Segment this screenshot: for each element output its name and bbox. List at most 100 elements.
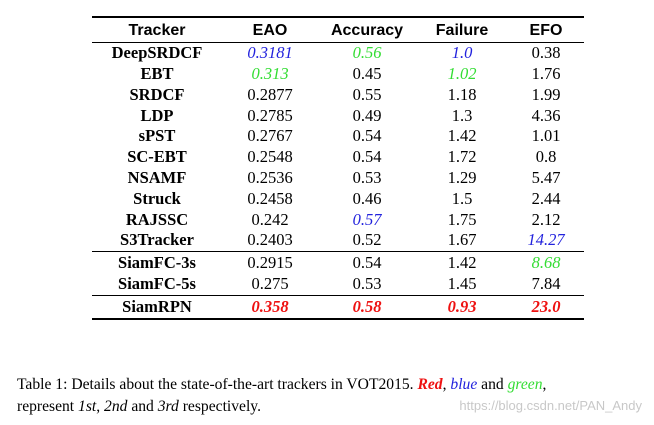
cell-accuracy: 0.54 bbox=[318, 147, 416, 168]
cell-tracker: NSAMF bbox=[127, 167, 187, 187]
header-eao: EAO bbox=[222, 16, 318, 43]
cell-tracker: sPST bbox=[138, 126, 176, 146]
cell-efo-value: 1.99 bbox=[531, 84, 561, 104]
caption-prefix: Table 1: Details about the state-of-the-… bbox=[17, 376, 418, 393]
cell-eao-value: 0.2877 bbox=[247, 84, 293, 104]
cell-accuracy-value: 0.49 bbox=[352, 105, 382, 125]
cell-efo-value: 7.84 bbox=[531, 273, 561, 293]
cell-failure-value: 1.42 bbox=[447, 253, 477, 273]
cell-tracker: DeepSRDCF bbox=[111, 43, 203, 63]
cell-eao: 0.3181 bbox=[222, 43, 318, 64]
watermark: https://blog.csdn.net/PAN_Andy bbox=[459, 398, 642, 413]
caption-red-word: Red bbox=[417, 376, 443, 393]
cell-eao: 0.2767 bbox=[222, 126, 318, 147]
cell-failure: 1.5 bbox=[416, 189, 508, 210]
table-header-row: Tracker EAO Accuracy Failure EFO bbox=[92, 16, 584, 43]
table-row: RAJSSC 0.242 0.57 1.75 2.12 bbox=[92, 209, 584, 230]
table-row: LDP 0.2785 0.49 1.3 4.36 bbox=[92, 105, 584, 126]
cell-accuracy-value: 0.52 bbox=[352, 230, 382, 250]
cell-accuracy-value: 0.56 bbox=[352, 43, 382, 63]
cell-efo-value: 2.44 bbox=[531, 188, 561, 208]
cell-failure: 1.42 bbox=[416, 126, 508, 147]
cell-failure: 1.18 bbox=[416, 85, 508, 106]
cell-efo: 1.99 bbox=[508, 85, 584, 106]
header-efo: EFO bbox=[508, 16, 584, 43]
cell-accuracy: 0.57 bbox=[318, 209, 416, 230]
table-body: DeepSRDCF 0.3181 0.56 1.0 0.38 EBT 0.313 0.45 1.… bbox=[92, 43, 584, 321]
cell-efo: 5.47 bbox=[508, 168, 584, 189]
cell-eao: 0.2548 bbox=[222, 147, 318, 168]
cell-efo-value: 1.76 bbox=[531, 63, 561, 83]
caption-green-word: green bbox=[507, 376, 543, 393]
cell-accuracy: 0.54 bbox=[318, 126, 416, 147]
cell-eao-value: 0.2767 bbox=[247, 126, 293, 146]
cell-accuracy-value: 0.46 bbox=[352, 188, 382, 208]
cell-eao-value: 0.275 bbox=[251, 273, 289, 293]
cell-accuracy: 0.46 bbox=[318, 189, 416, 210]
header-failure: Failure bbox=[416, 16, 508, 43]
cell-tracker: RAJSSC bbox=[125, 209, 189, 229]
cell-failure: 1.02 bbox=[416, 64, 508, 85]
cell-eao-value: 0.2458 bbox=[247, 188, 293, 208]
cell-failure-value: 1.75 bbox=[447, 209, 477, 229]
cell-failure: 1.42 bbox=[416, 250, 508, 274]
table-row: SiamRPN 0.358 0.58 0.93 23.0 bbox=[92, 294, 584, 321]
cell-accuracy: 0.58 bbox=[318, 294, 416, 321]
cell-efo-value: 14.27 bbox=[527, 230, 565, 250]
cell-tracker: SRDCF bbox=[129, 84, 185, 104]
table-row: SRDCF 0.2877 0.55 1.18 1.99 bbox=[92, 85, 584, 106]
cell-eao: 0.313 bbox=[222, 64, 318, 85]
cell-efo: 1.01 bbox=[508, 126, 584, 147]
cell-eao: 0.2877 bbox=[222, 85, 318, 106]
cell-eao-value: 0.2403 bbox=[247, 230, 293, 250]
caption-blue-word: blue bbox=[450, 376, 478, 393]
cell-accuracy: 0.53 bbox=[318, 168, 416, 189]
cell-eao: 0.2403 bbox=[222, 230, 318, 251]
cell-failure: 1.67 bbox=[416, 230, 508, 251]
cell-accuracy-value: 0.53 bbox=[352, 167, 382, 187]
cell-efo-value: 23.0 bbox=[531, 296, 561, 316]
results-table: Tracker EAO Accuracy Failure EFO DeepSRD… bbox=[92, 16, 584, 321]
table-row: SiamFC-5s 0.275 0.53 1.45 7.84 bbox=[92, 274, 584, 295]
cell-efo-value: 0.38 bbox=[531, 43, 561, 63]
cell-efo: 1.76 bbox=[508, 64, 584, 85]
caption-suffix: respectively. bbox=[178, 398, 261, 415]
cell-eao-value: 0.2536 bbox=[247, 167, 293, 187]
caption-sep: , bbox=[542, 376, 547, 393]
cell-accuracy-value: 0.53 bbox=[352, 273, 382, 293]
caption-third: 3rd bbox=[157, 398, 179, 415]
cell-failure-value: 1.29 bbox=[447, 167, 477, 187]
cell-accuracy-value: 0.57 bbox=[352, 209, 382, 229]
table-row: NSAMF 0.2536 0.53 1.29 5.47 bbox=[92, 168, 584, 189]
cell-efo-value: 5.47 bbox=[531, 167, 561, 187]
cell-efo-value: 0.8 bbox=[535, 147, 557, 167]
cell-efo: 0.38 bbox=[508, 43, 584, 64]
header-tracker: Tracker bbox=[92, 16, 222, 43]
cell-accuracy: 0.53 bbox=[318, 274, 416, 295]
cell-eao-value: 0.2785 bbox=[247, 105, 293, 125]
cell-failure: 1.75 bbox=[416, 209, 508, 230]
cell-eao: 0.2536 bbox=[222, 168, 318, 189]
cell-accuracy: 0.55 bbox=[318, 85, 416, 106]
cell-failure-value: 1.45 bbox=[447, 273, 477, 293]
cell-efo: 7.84 bbox=[508, 274, 584, 295]
cell-accuracy: 0.56 bbox=[318, 43, 416, 64]
table-row: DeepSRDCF 0.3181 0.56 1.0 0.38 bbox=[92, 43, 584, 64]
cell-accuracy-value: 0.55 bbox=[352, 84, 382, 104]
cell-accuracy: 0.45 bbox=[318, 64, 416, 85]
cell-eao-value: 0.313 bbox=[251, 63, 289, 83]
cell-eao-value: 0.242 bbox=[251, 209, 289, 229]
cell-efo: 2.44 bbox=[508, 189, 584, 210]
table-row: Struck 0.2458 0.46 1.5 2.44 bbox=[92, 189, 584, 210]
caption-line2-prefix: represent bbox=[17, 398, 79, 415]
cell-efo-value: 8.68 bbox=[531, 253, 561, 273]
cell-tracker: SiamFC-5s bbox=[118, 273, 196, 293]
caption-sep: , bbox=[96, 398, 105, 415]
cell-efo: 23.0 bbox=[508, 294, 584, 321]
cell-tracker: EBT bbox=[140, 63, 174, 83]
cell-efo-value: 4.36 bbox=[531, 105, 561, 125]
cell-accuracy: 0.52 bbox=[318, 230, 416, 251]
cell-efo-value: 2.12 bbox=[531, 209, 561, 229]
cell-failure: 1.0 bbox=[416, 43, 508, 64]
cell-efo: 8.68 bbox=[508, 250, 584, 274]
